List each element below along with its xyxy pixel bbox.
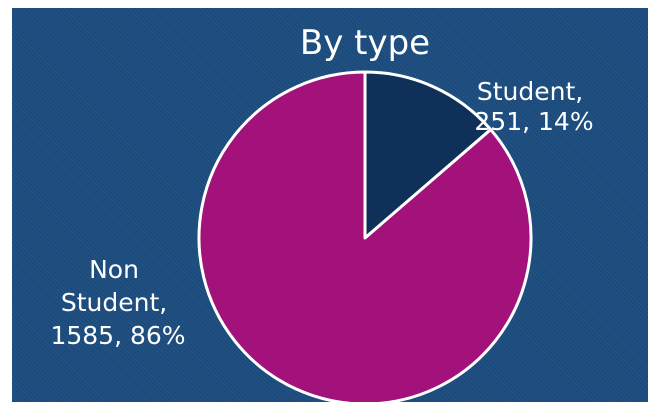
slice-label-student-line-2: 251, 14% bbox=[474, 107, 593, 136]
chart-title: By type bbox=[300, 23, 430, 63]
slice-label-non-student-line-1: Non bbox=[89, 255, 139, 284]
slice-label-student-line-1: Student, bbox=[477, 77, 583, 106]
slice-label-non-student-line-2: Student, bbox=[61, 288, 167, 317]
pie-chart: By type Student, 251, 14% Non Student, 1… bbox=[50, 23, 594, 402]
slice-label-non-student: Non Student, 1585, 86% bbox=[50, 255, 185, 350]
pie-slice-non-student bbox=[197, 70, 533, 402]
pie-slice-student bbox=[363, 70, 493, 240]
chart-panel: By type Student, 251, 14% Non Student, 1… bbox=[12, 8, 648, 402]
slice-label-non-student-line-3: 1585, 86% bbox=[50, 321, 185, 350]
pie-slices bbox=[197, 70, 533, 402]
slice-label-student: Student, 251, 14% bbox=[474, 77, 593, 136]
